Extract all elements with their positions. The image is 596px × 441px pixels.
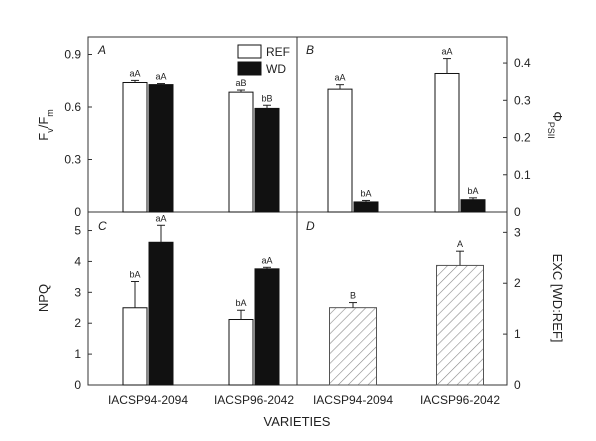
- y-tick-label-d-3: 3: [514, 225, 521, 239]
- y-axis-label-phipsii: ΦPSII: [546, 111, 565, 138]
- y-tick-label-b-2: 0.2: [514, 131, 531, 145]
- significance-label-c-0-1: aA: [155, 213, 166, 223]
- y-tick-label-c-4: 4: [74, 254, 81, 268]
- panel-label-d: D: [306, 219, 315, 233]
- significance-label-d-0-0: B: [350, 291, 356, 301]
- y-tick-label-c-2: 2: [74, 316, 81, 330]
- y-tick-label-d-0: 0: [514, 378, 521, 392]
- significance-label-b-0-0: aA: [334, 73, 345, 83]
- bar-c-1-0: [228, 319, 254, 386]
- category-label-right-2: IACSP96-2042: [420, 393, 500, 407]
- bar-b-0-1: [353, 201, 379, 213]
- significance-label-b-1-1: bA: [467, 186, 478, 196]
- significance-label-c-1-1: aA: [261, 255, 272, 265]
- significance-label-b-0-1: bA: [360, 188, 371, 198]
- y-tick-label-a-1: 0.3: [64, 153, 81, 167]
- bar-d-0-0: [329, 307, 377, 386]
- panel-label-c: C: [98, 219, 107, 233]
- bar-b-1-0: [434, 72, 460, 213]
- significance-label-c-0-0: bA: [129, 270, 140, 280]
- bar-b-1-1: [460, 199, 486, 213]
- category-label-left-1: IACSP94-2094: [108, 393, 188, 407]
- y-tick-label-d-2: 2: [514, 276, 521, 290]
- y-tick-label-c-3: 3: [74, 285, 81, 299]
- bar-c-0-0: [122, 307, 148, 386]
- y-axis-label-npq: NPQ: [36, 284, 51, 312]
- y-tick-label-a-3: 0.9: [64, 48, 81, 62]
- y-axis-label-fvfm: Fv/Fm: [36, 109, 55, 141]
- significance-label-a-1-1: bB: [261, 93, 272, 103]
- significance-label-d-1-0: A: [457, 239, 463, 249]
- legend-swatch-wd: [237, 61, 262, 76]
- y-tick-label-d-1: 1: [514, 327, 521, 341]
- bar-a-1-0: [228, 91, 254, 213]
- bar-a-1-1: [254, 107, 280, 213]
- y-tick-label-b-3: 0.3: [514, 93, 531, 107]
- panel-label-a: A: [97, 43, 106, 57]
- category-label-left-2: IACSP96-2042: [214, 393, 294, 407]
- panel-label-b: B: [306, 43, 314, 57]
- significance-label-a-1-0: aB: [235, 78, 246, 88]
- category-label-right-1: IACSP94-2094: [313, 393, 393, 407]
- significance-label-c-1-0: bA: [235, 298, 246, 308]
- bar-d-1-0: [436, 264, 484, 386]
- bar-c-1-1: [254, 268, 280, 386]
- y-tick-label-b-4: 0.4: [514, 56, 531, 70]
- y-tick-label-c-1: 1: [74, 347, 81, 361]
- significance-label-a-0-1: aA: [155, 72, 166, 82]
- y-tick-label-b-0: 0: [514, 205, 521, 219]
- y-tick-label-c-5: 5: [74, 224, 81, 238]
- x-axis-label: VARIETIES: [264, 414, 331, 429]
- chart-marks: 0 0.3 0.6 0.9 aA aA aB bB 0 0.1 0.2 0.3 0.4 aA bA aA bA 0…: [64, 47, 531, 392]
- y-tick-label-a-0: 0: [74, 205, 81, 219]
- bar-c-0-1: [148, 241, 174, 386]
- significance-label-b-1-0: aA: [441, 47, 452, 57]
- legend-label-wd: WD: [266, 62, 286, 76]
- significance-label-a-0-0: aA: [129, 68, 140, 78]
- legend-swatch-ref: [237, 44, 262, 59]
- y-tick-label-c-0: 0: [74, 378, 81, 392]
- y-tick-label-a-2: 0.6: [64, 100, 81, 114]
- legend: REF WD: [237, 44, 290, 76]
- bar-a-0-1: [148, 84, 174, 213]
- legend-label-ref: REF: [266, 45, 290, 59]
- y-axis-label-exc: EXC [WD:REF]: [550, 254, 565, 343]
- bar-a-0-0: [122, 82, 148, 213]
- y-tick-label-b-1: 0.1: [514, 168, 531, 182]
- bar-b-0-0: [327, 88, 353, 213]
